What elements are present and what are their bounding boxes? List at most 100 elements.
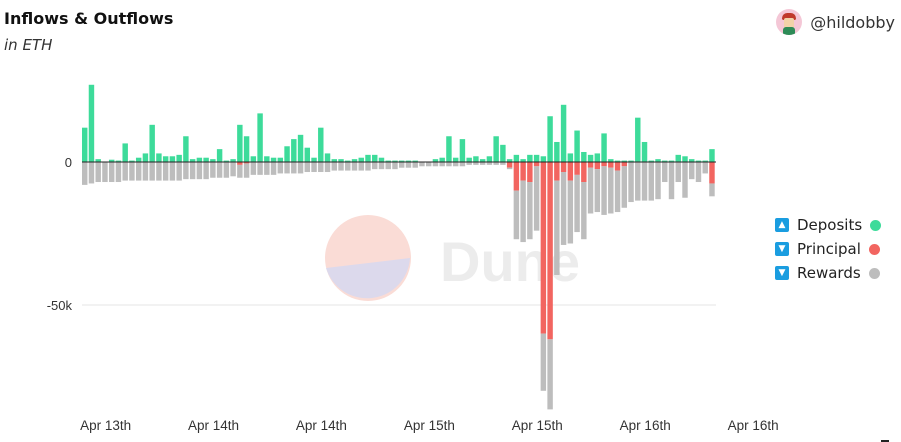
bar-deposits[interactable] (574, 130, 580, 162)
bar-rewards[interactable] (486, 162, 493, 165)
bar-rewards[interactable] (405, 162, 412, 168)
bar-rewards[interactable] (648, 162, 654, 201)
bar-rewards[interactable] (412, 162, 418, 168)
bar-deposits[interactable] (82, 127, 88, 162)
bar-principal[interactable] (608, 162, 614, 168)
bar-rewards[interactable] (338, 162, 344, 171)
bar-rewards[interactable] (210, 162, 216, 178)
bar-rewards[interactable] (82, 162, 88, 185)
bar-deposits[interactable] (608, 159, 614, 162)
bar-deposits[interactable] (223, 160, 230, 162)
bar-deposits[interactable] (594, 153, 601, 162)
bar-deposits[interactable] (385, 160, 391, 162)
bar-deposits[interactable] (95, 159, 101, 162)
bar-deposits[interactable] (702, 160, 708, 162)
bar-rewards[interactable] (95, 162, 101, 183)
bar-deposits[interactable] (486, 156, 493, 162)
bar-rewards[interactable] (264, 162, 270, 175)
bar-deposits[interactable] (709, 149, 715, 162)
bar-rewards[interactable] (594, 169, 601, 213)
bar-deposits[interactable] (452, 157, 459, 162)
bar-principal[interactable] (513, 162, 520, 191)
bar-deposits[interactable] (250, 156, 257, 162)
bar-rewards[interactable] (203, 162, 209, 180)
bar-rewards[interactable] (554, 180, 560, 275)
bar-rewards[interactable] (668, 162, 675, 200)
bar-rewards[interactable] (635, 162, 641, 201)
bar-rewards[interactable] (655, 162, 661, 200)
bar-deposits[interactable] (264, 156, 270, 162)
bar-deposits[interactable] (291, 139, 297, 162)
bar-deposits[interactable] (169, 156, 176, 162)
bar-principal[interactable] (540, 162, 547, 334)
bar-deposits[interactable] (338, 159, 344, 162)
bar-deposits[interactable] (540, 156, 547, 162)
bar-rewards[interactable] (439, 162, 445, 167)
bar-deposits[interactable] (297, 134, 304, 162)
bar-deposits[interactable] (142, 153, 149, 162)
bar-rewards[interactable] (162, 162, 169, 181)
bar-rewards[interactable] (675, 162, 681, 183)
legend-item-rewards[interactable]: ▼ Rewards (775, 261, 881, 285)
bar-rewards[interactable] (230, 162, 236, 177)
bar-rewards[interactable] (324, 162, 331, 173)
bar-rewards[interactable] (351, 162, 358, 171)
bar-principal[interactable] (506, 162, 513, 168)
bar-deposits[interactable] (156, 153, 162, 162)
bar-deposits[interactable] (365, 154, 371, 162)
bar-deposits[interactable] (675, 154, 681, 162)
bar-deposits[interactable] (668, 160, 675, 162)
legend-item-principal[interactable]: ▼ Principal (775, 237, 881, 261)
bar-deposits[interactable] (378, 157, 385, 162)
bar-rewards[interactable] (466, 162, 472, 165)
bar-rewards[interactable] (425, 162, 432, 167)
bar-rewards[interactable] (176, 162, 182, 181)
bar-rewards[interactable] (284, 162, 290, 174)
bar-deposits[interactable] (689, 159, 695, 162)
bar-rewards[interactable] (149, 162, 155, 181)
bar-deposits[interactable] (641, 141, 648, 162)
bar-deposits[interactable] (243, 136, 250, 162)
bar-rewards[interactable] (560, 172, 567, 245)
bar-rewards[interactable] (709, 183, 715, 197)
bar-rewards[interactable] (392, 162, 398, 170)
author-badge[interactable]: @hildobby (776, 9, 895, 35)
bar-rewards[interactable] (250, 162, 257, 175)
triangle-up-icon[interactable]: ▲ (775, 218, 789, 232)
bar-deposits[interactable] (432, 159, 439, 162)
bar-deposits[interactable] (311, 157, 317, 162)
bar-principal[interactable] (547, 162, 553, 340)
bar-deposits[interactable] (560, 104, 567, 162)
bar-rewards[interactable] (702, 162, 708, 174)
bar-deposits[interactable] (614, 160, 621, 162)
bar-rewards[interactable] (574, 174, 580, 233)
bar-deposits[interactable] (284, 146, 290, 162)
bar-deposits[interactable] (439, 157, 445, 162)
bar-deposits[interactable] (567, 153, 574, 162)
bar-rewards[interactable] (243, 163, 250, 178)
bar-deposits[interactable] (527, 154, 533, 162)
bar-deposits[interactable] (358, 157, 364, 162)
bar-deposits[interactable] (635, 117, 641, 162)
bar-rewards[interactable] (641, 162, 648, 201)
bar-deposits[interactable] (176, 154, 182, 162)
bar-rewards[interactable] (446, 162, 452, 167)
bar-deposits[interactable] (446, 136, 452, 162)
bar-rewards[interactable] (331, 162, 337, 171)
bar-principal[interactable] (520, 162, 526, 181)
bar-rewards[interactable] (297, 162, 304, 174)
bar-principal[interactable] (621, 162, 628, 167)
bar-deposits[interactable] (399, 160, 405, 162)
bar-rewards[interactable] (695, 162, 702, 183)
bar-deposits[interactable] (345, 160, 351, 162)
bar-rewards[interactable] (372, 162, 378, 170)
bar-rewards[interactable] (189, 162, 196, 180)
bar-deposits[interactable] (257, 113, 263, 162)
bar-rewards[interactable] (183, 162, 189, 180)
bar-rewards[interactable] (237, 164, 243, 178)
bar-rewards[interactable] (689, 162, 695, 180)
bar-deposits[interactable] (108, 159, 115, 162)
bar-rewards[interactable] (169, 162, 176, 181)
bar-rewards[interactable] (196, 162, 203, 180)
bar-rewards[interactable] (108, 162, 115, 183)
